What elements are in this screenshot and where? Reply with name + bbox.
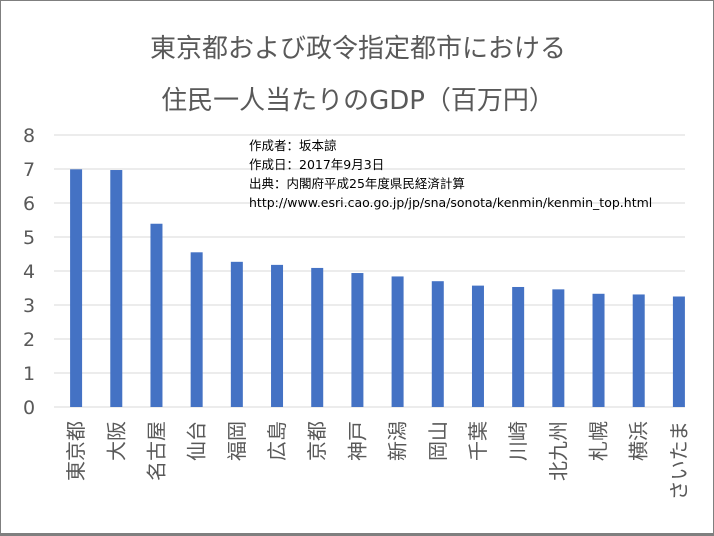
annotation-date: 作成日：2017年9月3日 xyxy=(249,157,384,172)
bar xyxy=(271,264,284,407)
bar xyxy=(431,281,444,407)
bar xyxy=(391,276,404,407)
x-tick-label: 京都 xyxy=(305,421,329,461)
x-tick-label: 広島 xyxy=(265,421,289,461)
x-tick-label: さいたま xyxy=(667,421,691,500)
bar xyxy=(110,170,123,407)
bar xyxy=(471,285,484,407)
y-tick-label: 2 xyxy=(23,329,35,351)
x-tick-label: 札幌 xyxy=(587,421,611,461)
x-tick-label: 新潟 xyxy=(386,421,410,461)
y-tick-label: 7 xyxy=(23,159,35,181)
x-tick-label: 川崎 xyxy=(506,421,530,461)
x-tick-label: 大阪 xyxy=(104,421,128,461)
y-tick-label: 1 xyxy=(23,363,35,385)
bar xyxy=(672,296,685,407)
annotation-author: 作成者：坂本諒 xyxy=(249,138,337,153)
x-tick-label: 千葉 xyxy=(466,421,490,461)
bar xyxy=(150,223,163,407)
bar xyxy=(512,286,525,407)
y-tick-label: 4 xyxy=(23,261,35,283)
bar xyxy=(311,267,324,407)
x-tick-label: 岡山 xyxy=(426,421,450,461)
bar xyxy=(632,294,645,407)
y-tick-label: 8 xyxy=(23,125,35,147)
bar xyxy=(70,169,83,407)
chart-title-line-1: 東京都および政令指定都市における xyxy=(150,34,566,64)
bar xyxy=(230,261,243,407)
bar xyxy=(190,252,203,407)
bar xyxy=(351,273,364,407)
bar xyxy=(592,293,605,407)
y-tick-label: 6 xyxy=(23,193,35,215)
annotation-url: http://www.esri.cao.go.jp/jp/sna/sonota/… xyxy=(249,195,652,210)
x-tick-label: 仙台 xyxy=(185,421,209,461)
x-tick-label: 福岡 xyxy=(225,421,249,461)
bar xyxy=(552,289,565,407)
y-tick-label: 5 xyxy=(23,227,35,249)
x-tick-label: 東京都 xyxy=(64,421,88,481)
chart-title-line-2: 住民一人当たりのGDP（百万円） xyxy=(161,86,555,116)
y-tick-label: 0 xyxy=(23,397,35,419)
x-tick-label: 横浜 xyxy=(627,421,651,461)
annotation-source: 出典：内閣府平成25年度県民経済計算 xyxy=(249,176,465,191)
y-tick-label: 3 xyxy=(23,295,35,317)
x-tick-label: 北九州 xyxy=(546,421,570,481)
x-tick-label: 神戸 xyxy=(345,421,369,461)
x-tick-label: 名古屋 xyxy=(144,421,168,481)
